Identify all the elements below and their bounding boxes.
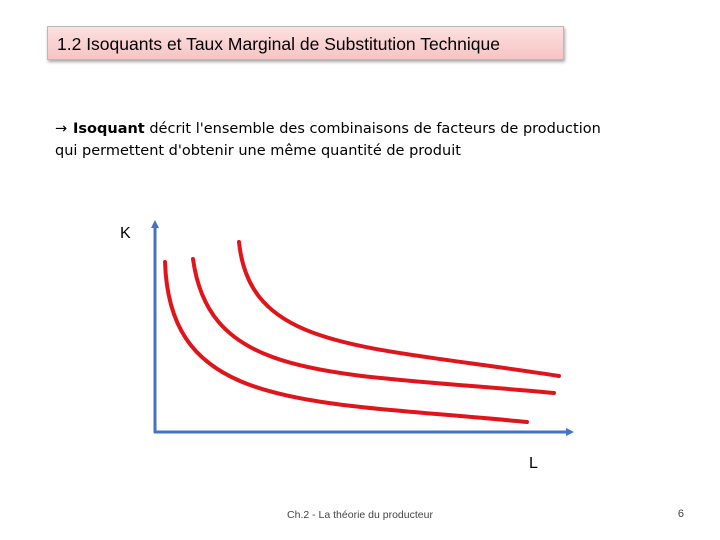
y-axis-label: K xyxy=(120,225,131,242)
description-line-1: → Isoquant décrit l'ensemble des combinai… xyxy=(55,118,675,140)
slide-title: 1.2 Isoquants et Taux Marginal de Substi… xyxy=(57,34,500,54)
isoquant-curve-2 xyxy=(191,257,556,395)
description: → Isoquant décrit l'ensemble des combinai… xyxy=(55,118,675,162)
arrow-right-icon: → xyxy=(55,121,68,137)
description-line-2: qui permettent d'obtenir une même quanti… xyxy=(55,143,461,159)
term-isoquant: Isoquant xyxy=(73,121,145,137)
x-axis-label: L xyxy=(529,455,538,472)
description-line-1-rest: décrit l'ensemble des combinaisons de fa… xyxy=(144,121,601,137)
isoquant-curve-1 xyxy=(163,260,529,424)
footer-text: Ch.2 - La théorie du producteur xyxy=(287,509,433,521)
title-box: 1.2 Isoquants et Taux Marginal de Substi… xyxy=(47,26,564,60)
page-number: 6 xyxy=(677,508,684,520)
isoquant-curve-3 xyxy=(237,240,561,378)
